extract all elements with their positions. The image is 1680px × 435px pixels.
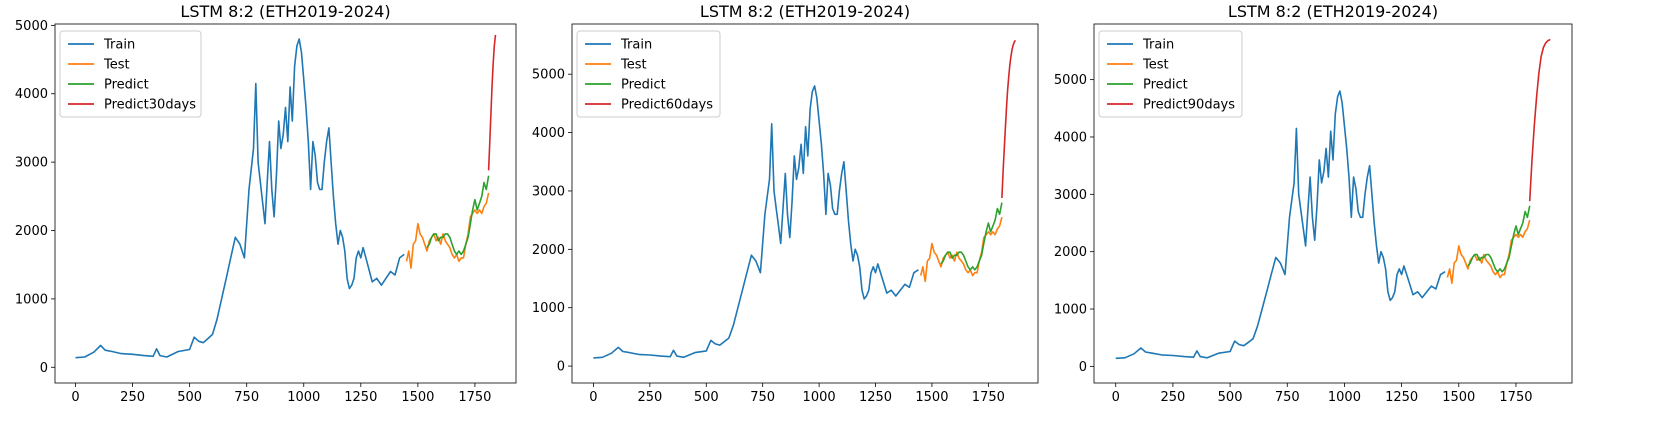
y-tick-label: 4000 (1054, 130, 1087, 145)
y-tick-label: 2000 (15, 224, 48, 239)
legend: Train Test Predict Predict30days (59, 30, 202, 118)
legend-label: Predict30days (104, 98, 196, 113)
series-line-predict90days (1528, 38, 1551, 202)
legend-label: Train (103, 38, 135, 53)
y-tick-label: 5000 (532, 68, 565, 83)
series-line-test (919, 216, 1003, 283)
x-tick-label: 500 (694, 390, 719, 405)
x-tick-label: 1000 (1328, 390, 1361, 405)
x-tick-label: 1000 (287, 390, 320, 405)
legend-label: Predict (104, 78, 149, 93)
axes-frame (54, 23, 517, 384)
x-tick-label: 0 (589, 390, 597, 405)
x-tick-label: 0 (1112, 390, 1120, 405)
legend-label: Predict (1143, 78, 1188, 93)
x-tick-label: 250 (1160, 390, 1185, 405)
series-line-train (75, 38, 405, 359)
legend-box (1098, 30, 1243, 118)
x-tick-label: 750 (1275, 390, 1300, 405)
x-tick-label: 750 (750, 390, 775, 405)
series-line-predict (426, 175, 490, 256)
x-tick-label: 1250 (1385, 390, 1418, 405)
chart-title: LSTM 8:2 (ETH2019-2024) (180, 2, 390, 21)
x-tick-label: 1250 (859, 390, 892, 405)
y-tick-label: 3000 (532, 184, 565, 199)
plot-area (1115, 38, 1551, 360)
legend-label: Test (103, 58, 130, 73)
y-tick-label: 3000 (1054, 188, 1087, 203)
x-tick-label: 1750 (458, 390, 491, 405)
chart-panel-3: LSTM 8:2 (ETH2019-2024) 0 250 500 750 1000 125… (1054, 2, 1573, 405)
y-tick-label: 4000 (15, 87, 48, 102)
y-tick-label: 1000 (1054, 303, 1087, 318)
chart-panel-2: LSTM 8:2 (ETH2019-2024) 0 250 500 750 1000 125… (532, 2, 1039, 405)
plot-area (593, 39, 1017, 359)
series-line-train (593, 85, 919, 359)
x-tick-label: 1750 (972, 390, 1005, 405)
chart-title: LSTM 8:2 (ETH2019-2024) (700, 2, 910, 21)
series-line-predict (1467, 205, 1531, 273)
y-tick-label: 0 (1079, 360, 1087, 375)
legend: Train Test Predict Predict60days (576, 30, 721, 118)
series-line-test (1446, 219, 1531, 284)
legend-label: Predict (621, 78, 666, 93)
chart-panel-1: LSTM 8:2 (ETH2019-2024) 0 250 500 750 1000 125… (15, 2, 517, 405)
series-line-predict (940, 202, 1003, 271)
legend-label: Predict90days (1143, 98, 1235, 113)
y-tick-label: 0 (40, 361, 48, 376)
legend-label: Test (1142, 58, 1169, 73)
legend-box (576, 30, 721, 118)
legend-box (59, 30, 202, 118)
series-line-train (1115, 90, 1446, 360)
series-line-test (405, 192, 490, 269)
legend: Train Test Predict Predict90days (1098, 30, 1243, 118)
legend-label: Predict60days (621, 98, 713, 113)
chart-title: LSTM 8:2 (ETH2019-2024) (1228, 2, 1438, 21)
y-tick-label: 4000 (532, 126, 565, 141)
x-tick-label: 500 (1218, 390, 1243, 405)
axes-frame (571, 23, 1039, 384)
x-tick-label: 750 (234, 390, 259, 405)
y-tick-label: 1000 (15, 292, 48, 307)
legend-label: Train (620, 38, 652, 53)
y-tick-label: 5000 (1054, 73, 1087, 88)
x-tick-label: 1500 (1442, 390, 1475, 405)
x-tick-label: 1000 (803, 390, 836, 405)
legend-label: Test (620, 58, 647, 73)
legend-label: Train (1142, 38, 1174, 53)
series-line-predict60days (1001, 39, 1017, 199)
x-tick-label: 1500 (401, 390, 434, 405)
x-tick-label: 1500 (915, 390, 948, 405)
y-tick-label: 1000 (532, 301, 565, 316)
x-tick-label: 500 (177, 390, 202, 405)
x-tick-label: 250 (637, 390, 662, 405)
y-tick-label: 2000 (532, 243, 565, 258)
y-tick-label: 0 (557, 360, 565, 375)
x-tick-label: 1250 (344, 390, 377, 405)
series-line-predict30days (487, 34, 497, 171)
x-tick-label: 0 (71, 390, 79, 405)
axes-frame (1093, 23, 1573, 384)
y-tick-label: 5000 (15, 19, 48, 34)
plot-area (75, 34, 497, 359)
y-tick-label: 3000 (15, 156, 48, 171)
x-tick-label: 250 (120, 390, 145, 405)
x-tick-label: 1750 (1499, 390, 1532, 405)
y-tick-label: 2000 (1054, 245, 1087, 260)
